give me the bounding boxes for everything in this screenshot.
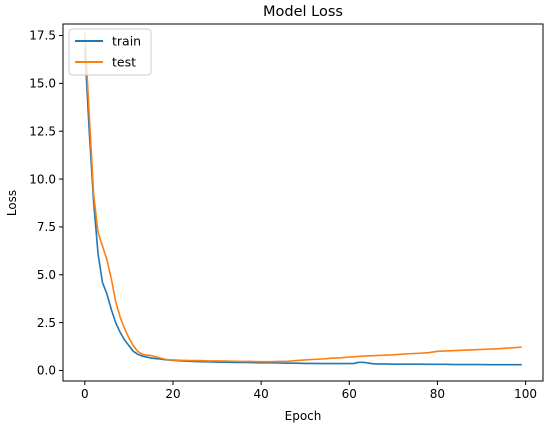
x-tick-label: 100 [514, 387, 537, 401]
x-axis-ticks: 0 20 40 60 80 100 [81, 381, 537, 401]
y-tick-label: 0.0 [37, 364, 56, 378]
plot-area-frame [62, 23, 544, 382]
x-tick-label: 80 [430, 387, 445, 401]
train-loss-line [84, 48, 522, 366]
x-axis-title: Epoch [285, 409, 322, 423]
y-tick-label: 2.5 [37, 316, 56, 330]
x-tick-label: 20 [165, 387, 180, 401]
x-tick-label: 60 [342, 387, 357, 401]
y-axis-title: Loss [5, 190, 19, 216]
y-tick-label: 5.0 [37, 268, 56, 282]
x-tick-label: 40 [253, 387, 268, 401]
legend: train test [68, 28, 152, 76]
legend-train-label: train [112, 34, 141, 49]
legend-test-label: test [112, 55, 136, 70]
y-tick-label: 7.5 [37, 220, 56, 234]
y-tick-label: 10.0 [29, 172, 56, 186]
y-tick-label: 12.5 [29, 124, 56, 138]
y-tick-label: 15.0 [29, 77, 56, 91]
test-loss-line [84, 32, 522, 363]
y-axis-ticks: 0.0 2.5 5.0 7.5 10.0 12.5 15.0 17.5 [29, 29, 63, 378]
y-tick-label: 17.5 [29, 29, 56, 43]
x-tick-label: 0 [81, 387, 89, 401]
chart-title: Model Loss [263, 4, 343, 20]
series-layer [84, 32, 522, 366]
